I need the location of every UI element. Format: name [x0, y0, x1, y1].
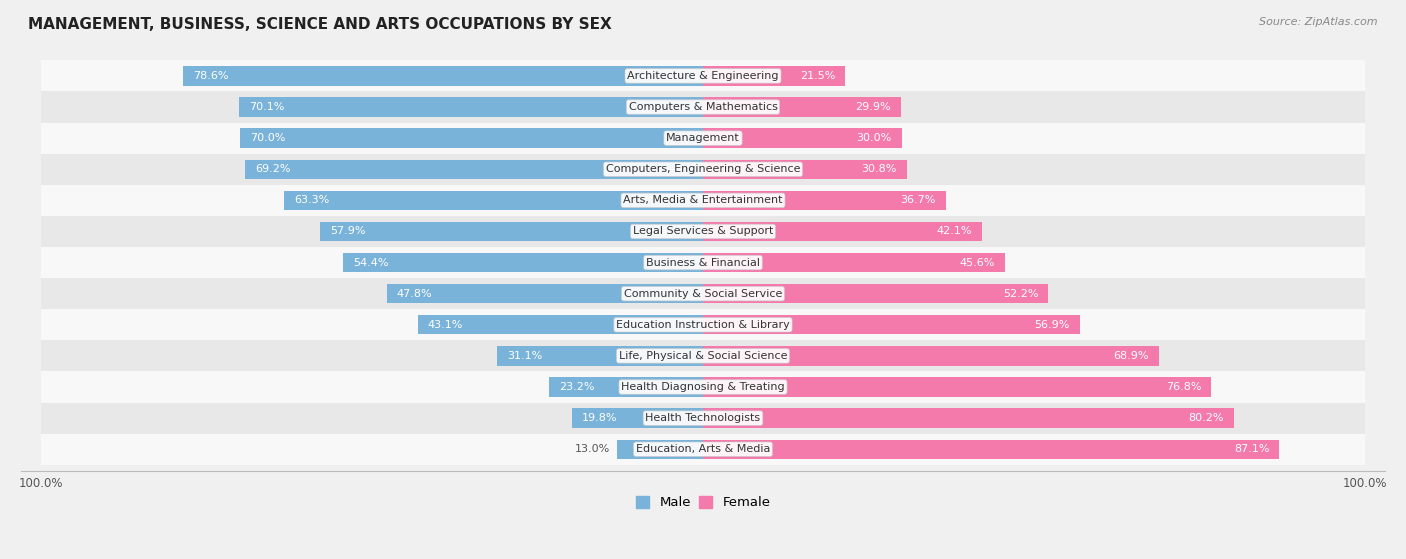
- Bar: [703, 284, 1049, 304]
- Text: 45.6%: 45.6%: [959, 258, 995, 268]
- Bar: [703, 159, 907, 179]
- Bar: [239, 97, 703, 117]
- Bar: [319, 222, 703, 241]
- Text: Life, Physical & Social Science: Life, Physical & Social Science: [619, 351, 787, 361]
- Bar: [572, 409, 703, 428]
- Text: MANAGEMENT, BUSINESS, SCIENCE AND ARTS OCCUPATIONS BY SEX: MANAGEMENT, BUSINESS, SCIENCE AND ARTS O…: [28, 17, 612, 32]
- Text: 23.2%: 23.2%: [560, 382, 595, 392]
- Bar: [703, 222, 981, 241]
- Text: 80.2%: 80.2%: [1188, 413, 1223, 423]
- Bar: [387, 284, 703, 304]
- Bar: [343, 253, 703, 272]
- Bar: [703, 129, 901, 148]
- Text: 76.8%: 76.8%: [1166, 382, 1201, 392]
- Text: 42.1%: 42.1%: [936, 226, 972, 236]
- Text: Source: ZipAtlas.com: Source: ZipAtlas.com: [1260, 17, 1378, 27]
- Bar: [617, 439, 703, 459]
- Bar: [41, 247, 1365, 278]
- Text: 69.2%: 69.2%: [254, 164, 291, 174]
- Bar: [245, 159, 703, 179]
- Bar: [703, 315, 1080, 334]
- Bar: [550, 377, 703, 397]
- Text: 78.6%: 78.6%: [193, 71, 228, 81]
- Text: 36.7%: 36.7%: [901, 195, 936, 205]
- Text: Computers, Engineering & Science: Computers, Engineering & Science: [606, 164, 800, 174]
- Text: Community & Social Service: Community & Social Service: [624, 288, 782, 299]
- Text: 68.9%: 68.9%: [1114, 351, 1149, 361]
- Text: Health Diagnosing & Treating: Health Diagnosing & Treating: [621, 382, 785, 392]
- Bar: [498, 346, 703, 366]
- Text: 13.0%: 13.0%: [575, 444, 610, 454]
- Text: Architecture & Engineering: Architecture & Engineering: [627, 71, 779, 81]
- Bar: [703, 67, 845, 86]
- Text: 29.9%: 29.9%: [855, 102, 891, 112]
- Text: Health Technologists: Health Technologists: [645, 413, 761, 423]
- Bar: [41, 434, 1365, 465]
- Bar: [41, 185, 1365, 216]
- Bar: [41, 92, 1365, 122]
- Bar: [284, 191, 703, 210]
- Legend: Male, Female: Male, Female: [630, 490, 776, 514]
- Bar: [703, 439, 1279, 459]
- Text: Education Instruction & Library: Education Instruction & Library: [616, 320, 790, 330]
- Text: 31.1%: 31.1%: [508, 351, 543, 361]
- Bar: [41, 122, 1365, 154]
- Bar: [703, 346, 1159, 366]
- Bar: [41, 340, 1365, 371]
- Bar: [41, 402, 1365, 434]
- Bar: [41, 278, 1365, 309]
- Text: 30.0%: 30.0%: [856, 133, 891, 143]
- Text: 19.8%: 19.8%: [582, 413, 617, 423]
- Text: 70.1%: 70.1%: [249, 102, 284, 112]
- Text: Education, Arts & Media: Education, Arts & Media: [636, 444, 770, 454]
- Text: 70.0%: 70.0%: [250, 133, 285, 143]
- Text: Management: Management: [666, 133, 740, 143]
- Bar: [41, 216, 1365, 247]
- Text: 56.9%: 56.9%: [1035, 320, 1070, 330]
- Text: 87.1%: 87.1%: [1234, 444, 1270, 454]
- Text: Computers & Mathematics: Computers & Mathematics: [628, 102, 778, 112]
- Text: 30.8%: 30.8%: [862, 164, 897, 174]
- Text: 57.9%: 57.9%: [330, 226, 366, 236]
- Text: Business & Financial: Business & Financial: [645, 258, 761, 268]
- Text: 21.5%: 21.5%: [800, 71, 835, 81]
- Bar: [41, 60, 1365, 92]
- Text: 52.2%: 52.2%: [1002, 288, 1039, 299]
- Bar: [703, 253, 1005, 272]
- Bar: [41, 309, 1365, 340]
- Text: 43.1%: 43.1%: [427, 320, 463, 330]
- Bar: [703, 377, 1211, 397]
- Bar: [41, 154, 1365, 185]
- Bar: [183, 67, 703, 86]
- Bar: [418, 315, 703, 334]
- Text: 63.3%: 63.3%: [294, 195, 329, 205]
- Bar: [703, 409, 1233, 428]
- Bar: [703, 97, 901, 117]
- Bar: [41, 371, 1365, 402]
- Text: Arts, Media & Entertainment: Arts, Media & Entertainment: [623, 195, 783, 205]
- Text: Legal Services & Support: Legal Services & Support: [633, 226, 773, 236]
- Text: 54.4%: 54.4%: [353, 258, 388, 268]
- Bar: [703, 191, 946, 210]
- Bar: [240, 129, 703, 148]
- Text: 47.8%: 47.8%: [396, 288, 432, 299]
